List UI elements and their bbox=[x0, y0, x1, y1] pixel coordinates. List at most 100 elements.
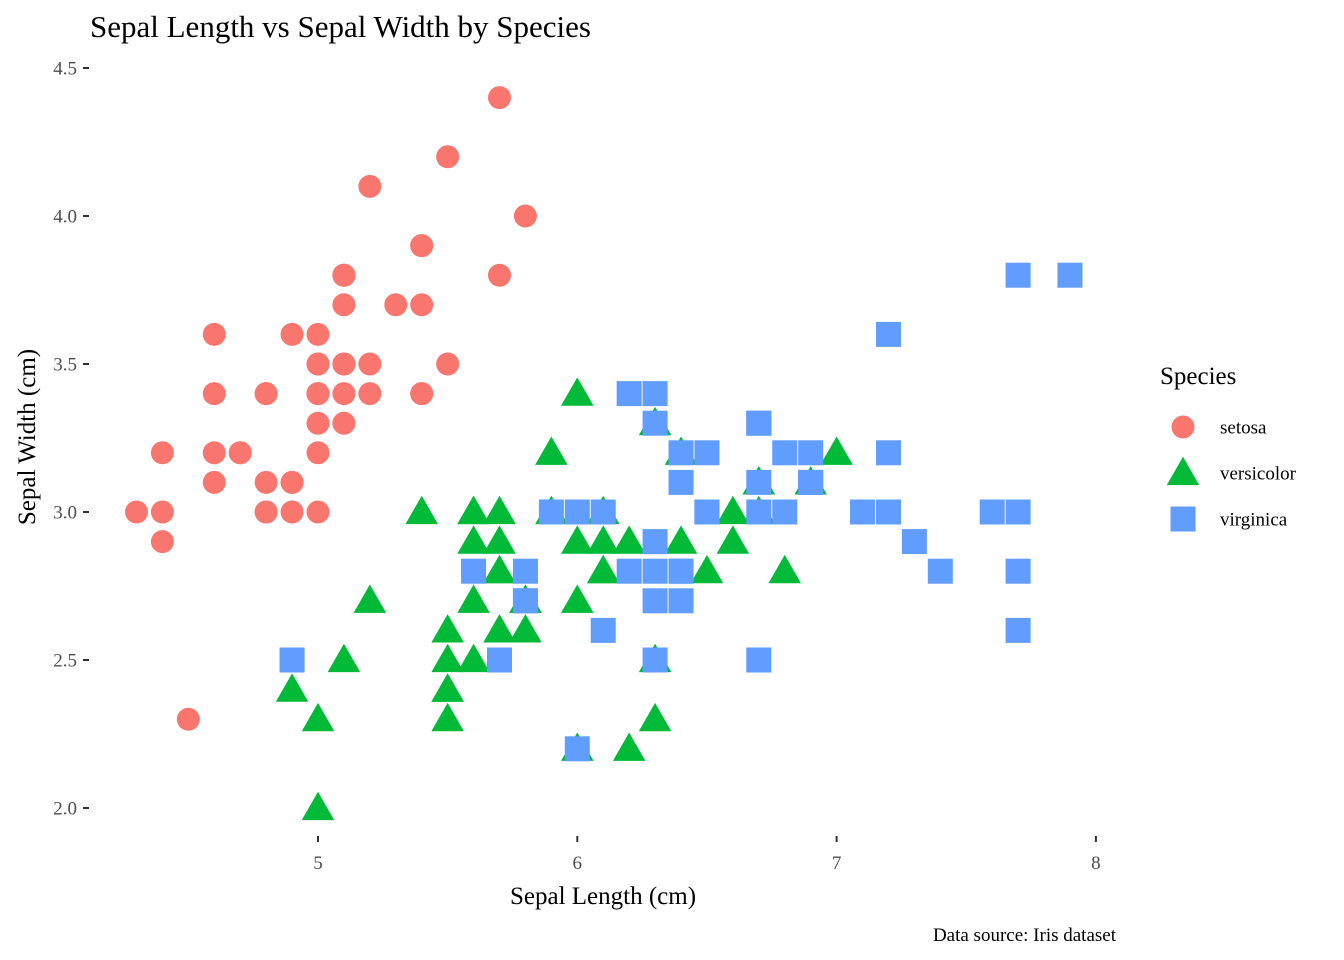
data-point-setosa bbox=[150, 441, 174, 465]
data-point-setosa bbox=[176, 707, 200, 731]
data-point-virginica bbox=[512, 588, 538, 614]
data-point-versicolor bbox=[483, 614, 516, 643]
data-point-setosa bbox=[332, 263, 356, 287]
data-point-versicolor bbox=[586, 525, 620, 554]
data-point-virginica bbox=[772, 440, 798, 466]
data-point-setosa bbox=[332, 352, 356, 376]
data-point-virginica bbox=[590, 617, 616, 643]
data-point-versicolor bbox=[483, 554, 516, 584]
data-point-setosa bbox=[202, 470, 226, 494]
y-axis: 2.0 2.5 3.0 3.5 4.0 4.5 bbox=[53, 59, 89, 820]
data-point-virginica bbox=[642, 588, 668, 614]
data-point-versicolor bbox=[457, 495, 490, 525]
legend-key-setosa bbox=[1171, 415, 1195, 439]
data-point-setosa bbox=[280, 470, 304, 494]
data-point-versicolor bbox=[586, 554, 620, 584]
data-point-versicolor bbox=[716, 495, 750, 525]
data-point-versicolor bbox=[535, 436, 568, 465]
data-point-setosa bbox=[358, 382, 382, 406]
legend-label-versicolor: versicolor bbox=[1220, 464, 1297, 485]
data-point-virginica bbox=[668, 588, 694, 614]
data-point-virginica bbox=[772, 499, 798, 525]
y-tick-label: 2.0 bbox=[53, 799, 77, 820]
data-point-virginica bbox=[279, 647, 305, 673]
data-point-virginica bbox=[616, 558, 642, 584]
data-point-versicolor bbox=[561, 377, 594, 406]
data-point-setosa bbox=[410, 382, 434, 406]
x-tick-label: 8 bbox=[1091, 853, 1101, 874]
data-point-versicolor bbox=[612, 732, 646, 761]
data-point-virginica bbox=[798, 469, 824, 495]
data-point-versicolor bbox=[405, 495, 438, 525]
data-point-setosa bbox=[254, 470, 278, 494]
data-point-virginica bbox=[746, 410, 772, 436]
data-point-setosa bbox=[202, 382, 226, 406]
chart-caption: Data source: Iris dataset bbox=[933, 925, 1117, 946]
data-point-virginica bbox=[1005, 262, 1031, 288]
data-point-virginica bbox=[850, 499, 876, 525]
data-point-versicolor bbox=[638, 702, 672, 732]
legend: Species setosa versicolor virginica bbox=[1160, 363, 1297, 532]
series-virginica bbox=[279, 262, 1083, 762]
data-point-versicolor bbox=[327, 643, 361, 673]
data-point-virginica bbox=[1005, 617, 1031, 643]
data-point-setosa bbox=[332, 411, 356, 435]
data-point-virginica bbox=[668, 440, 694, 466]
data-point-setosa bbox=[202, 322, 226, 346]
data-point-setosa bbox=[358, 352, 382, 376]
data-point-setosa bbox=[202, 441, 226, 465]
data-point-virginica bbox=[616, 381, 642, 407]
data-point-virginica bbox=[1005, 499, 1031, 525]
plot-points bbox=[124, 86, 1083, 821]
data-point-virginica bbox=[694, 499, 720, 525]
data-point-virginica bbox=[901, 529, 927, 555]
data-point-versicolor bbox=[664, 525, 698, 554]
data-point-virginica bbox=[875, 321, 901, 347]
data-point-versicolor bbox=[301, 702, 335, 732]
data-point-versicolor bbox=[820, 436, 853, 465]
x-tick-label: 6 bbox=[573, 853, 583, 874]
data-point-versicolor bbox=[483, 495, 516, 525]
data-point-virginica bbox=[642, 381, 668, 407]
x-tick-label: 7 bbox=[832, 853, 842, 874]
series-setosa bbox=[124, 86, 537, 731]
data-point-virginica bbox=[538, 499, 564, 525]
data-point-setosa bbox=[488, 263, 512, 287]
y-tick-label: 3.5 bbox=[53, 355, 77, 376]
series-versicolor bbox=[275, 377, 853, 821]
data-point-setosa bbox=[513, 204, 537, 228]
data-point-virginica bbox=[642, 647, 668, 673]
data-point-virginica bbox=[1057, 262, 1083, 288]
data-point-virginica bbox=[979, 499, 1005, 525]
data-point-setosa bbox=[306, 500, 330, 524]
data-point-setosa bbox=[254, 382, 278, 406]
data-point-versicolor bbox=[561, 584, 594, 613]
legend-key-versicolor bbox=[1166, 456, 1200, 486]
data-point-setosa bbox=[150, 530, 174, 554]
data-point-versicolor bbox=[768, 554, 802, 584]
data-point-virginica bbox=[746, 499, 772, 525]
data-point-setosa bbox=[488, 86, 512, 110]
data-point-setosa bbox=[332, 293, 356, 317]
data-point-setosa bbox=[306, 382, 330, 406]
data-point-versicolor bbox=[275, 673, 309, 702]
legend-title: Species bbox=[1160, 363, 1236, 390]
data-point-virginica bbox=[564, 499, 590, 525]
chart-title: Sepal Length vs Sepal Width by Species bbox=[90, 9, 591, 44]
data-point-setosa bbox=[332, 382, 356, 406]
data-point-versicolor bbox=[431, 702, 464, 732]
data-point-virginica bbox=[875, 440, 901, 466]
data-point-versicolor bbox=[509, 614, 542, 643]
data-point-virginica bbox=[512, 558, 538, 584]
data-point-versicolor bbox=[716, 525, 750, 554]
data-point-versicolor bbox=[431, 614, 464, 643]
data-point-virginica bbox=[590, 499, 616, 525]
y-tick-label: 2.5 bbox=[53, 651, 77, 672]
data-point-versicolor bbox=[431, 643, 464, 673]
data-point-virginica bbox=[564, 736, 590, 762]
data-point-versicolor bbox=[457, 525, 490, 554]
data-point-setosa bbox=[306, 352, 330, 376]
x-axis: 5 6 7 8 bbox=[313, 836, 1101, 874]
data-point-setosa bbox=[358, 174, 382, 198]
data-point-virginica bbox=[668, 558, 694, 584]
